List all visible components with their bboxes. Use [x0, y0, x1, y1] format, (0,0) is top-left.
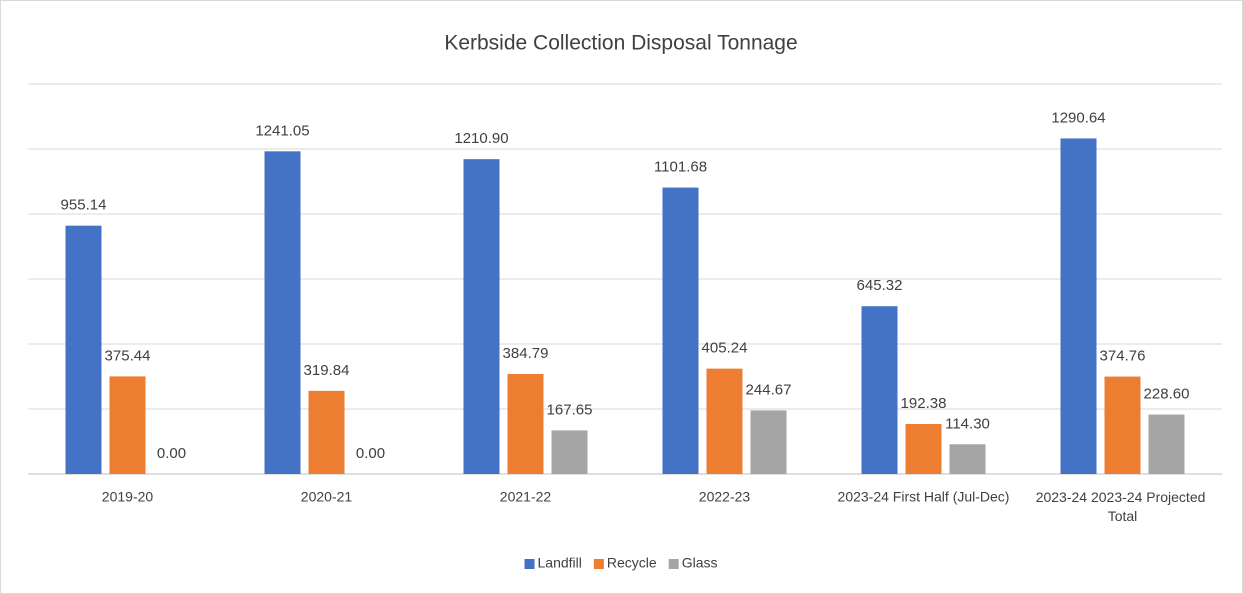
- data-label: 955.14: [61, 197, 107, 214]
- legend-swatch: [668, 559, 679, 569]
- bar: [551, 430, 588, 474]
- bar: [861, 306, 898, 474]
- bar: [1104, 376, 1141, 474]
- bar: [706, 368, 743, 474]
- legend-swatch: [593, 559, 604, 569]
- data-label: 1290.64: [1051, 109, 1105, 126]
- bar: [109, 376, 146, 474]
- x-tick-label: 2021-22: [500, 489, 552, 505]
- legend: Landfill Recycle Glass: [524, 555, 718, 571]
- bar: [1148, 414, 1185, 474]
- legend-swatch: [524, 559, 535, 569]
- data-label: 405.24: [702, 340, 748, 357]
- bar: [463, 159, 500, 474]
- bar: [662, 187, 699, 474]
- data-label: 1241.05: [255, 122, 309, 139]
- data-label: 375.44: [105, 347, 151, 364]
- data-label: 1210.90: [454, 130, 508, 147]
- data-label: 244.67: [746, 381, 792, 398]
- x-tick-label: 2019-20: [102, 489, 154, 505]
- x-tick-label: 2022-23: [699, 489, 751, 505]
- data-label: 374.76: [1100, 348, 1146, 365]
- data-label: 167.65: [547, 401, 593, 418]
- bar: [949, 444, 986, 474]
- chart-title: Kerbside Collection Disposal Tonnage: [444, 32, 797, 55]
- bar: [1060, 138, 1097, 474]
- legend-label: Recycle: [607, 555, 657, 571]
- x-tick-label: 2023-24 First Half (Jul-Dec): [838, 489, 1010, 505]
- data-label: 1101.68: [654, 159, 707, 176]
- data-label: 384.79: [503, 345, 549, 362]
- bar: [905, 423, 942, 474]
- x-tick-label: 2023-24 2023-24 Projected Total: [1036, 489, 1210, 524]
- bar: [308, 390, 345, 474]
- data-label: 228.60: [1144, 386, 1190, 403]
- data-label: 0.00: [157, 445, 186, 462]
- bar: [750, 410, 787, 474]
- legend-label: Landfill: [538, 555, 582, 571]
- data-label: 114.30: [945, 415, 990, 432]
- data-label: 645.32: [857, 277, 903, 294]
- data-label: 319.84: [304, 362, 350, 379]
- bar: [507, 373, 544, 474]
- bar: [65, 225, 102, 474]
- bar: [264, 151, 301, 474]
- data-label: 192.38: [901, 395, 947, 412]
- x-tick-label: 2020-21: [301, 489, 353, 505]
- legend-label: Glass: [682, 555, 718, 571]
- data-label: 0.00: [356, 445, 385, 462]
